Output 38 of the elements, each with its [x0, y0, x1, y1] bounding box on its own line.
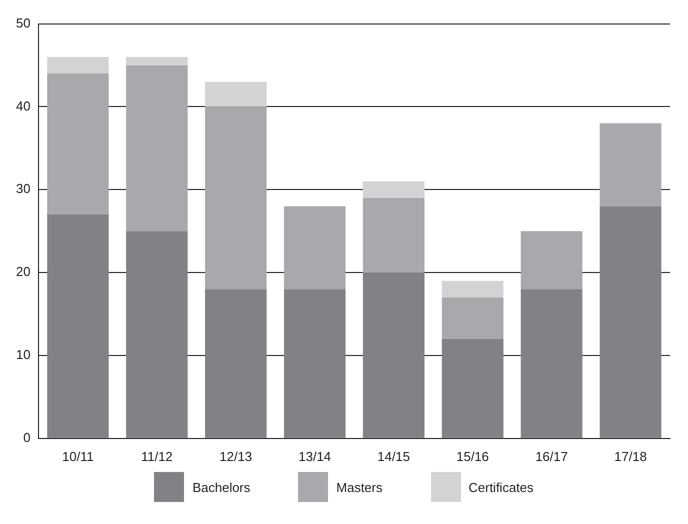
bar [126, 231, 188, 438]
legend-label: Certificates [468, 480, 534, 494]
bar [205, 106, 267, 290]
bar [600, 123, 662, 206]
bar [205, 289, 267, 438]
bar [126, 65, 188, 232]
x-tick-label: 15/16 [456, 448, 489, 464]
bar [126, 56, 188, 66]
bar [284, 289, 346, 438]
y-tick-label: 10 [16, 347, 30, 362]
bar [362, 198, 424, 273]
legend-label: Masters [336, 480, 382, 494]
bar [362, 181, 424, 198]
y-tick-label: 0 [23, 430, 30, 445]
y-tick-label: 20 [16, 264, 30, 280]
x-tick-label: 17/18 [614, 448, 647, 464]
x-tick-label: 12/13 [220, 448, 252, 464]
bar [520, 231, 582, 290]
bar [284, 206, 346, 290]
x-tick-label: 14/15 [377, 448, 410, 464]
y-tick-label: 30 [16, 181, 30, 196]
bar [47, 56, 109, 74]
bar [47, 74, 109, 215]
legend-label: Bachelors [192, 480, 250, 494]
bar [600, 206, 662, 438]
bar [520, 289, 582, 438]
y-tick-label: 50 [16, 15, 30, 30]
x-tick-label: 16/17 [535, 448, 568, 464]
bar [442, 297, 504, 339]
bar [442, 338, 504, 438]
x-tick-label: 13/14 [298, 448, 332, 464]
bar [442, 280, 504, 298]
bar [205, 82, 267, 107]
x-tick-label: 11/12 [141, 448, 173, 464]
bar [47, 214, 109, 438]
bar [362, 272, 424, 438]
y-tick-label: 40 [16, 98, 30, 114]
x-tick-label: 10/11 [62, 448, 94, 464]
